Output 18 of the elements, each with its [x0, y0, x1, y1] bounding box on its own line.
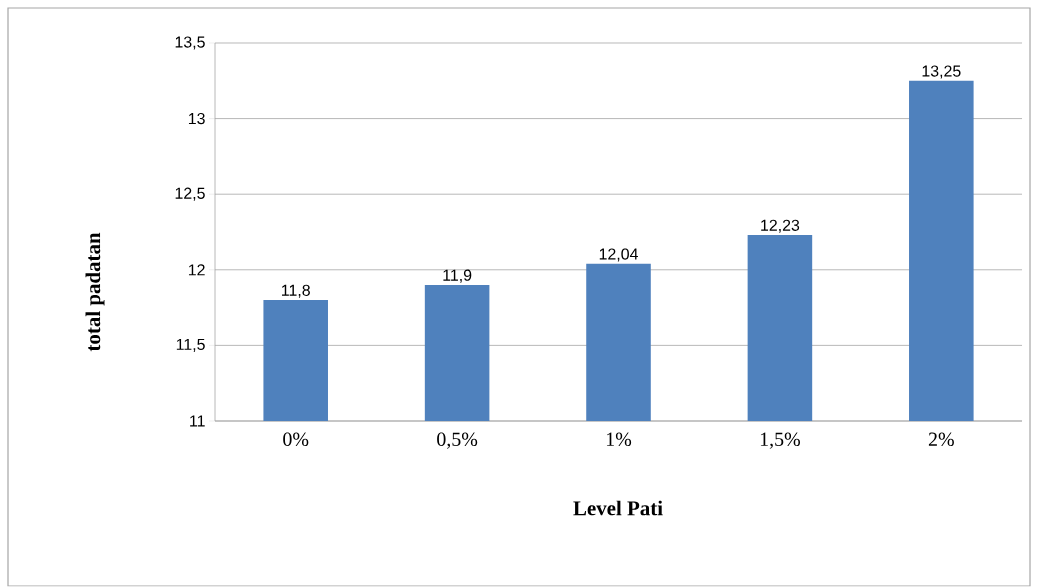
- y-tick-label: 13: [188, 113, 205, 125]
- y-tick-label: 12: [188, 264, 205, 276]
- y-axis-title: total padatan: [85, 232, 105, 352]
- x-tick-label: 1,5%: [760, 432, 800, 450]
- y-tick-label: 13,5: [175, 36, 205, 50]
- y-tick-label: 11: [190, 415, 205, 427]
- y-tick-label: 11,5: [176, 339, 205, 353]
- data-label: 11,9: [443, 269, 472, 283]
- x-tick-label: 0,5%: [437, 432, 478, 450]
- data-label: 12,23: [761, 219, 800, 234]
- data-label: 12,04: [599, 248, 638, 262]
- x-tick-label: 1%: [606, 432, 632, 447]
- y-tick-label: 12,5: [175, 187, 205, 201]
- data-label: 13,25: [922, 65, 961, 79]
- x-axis-title: Level Pati: [573, 500, 663, 516]
- x-tick-label: 2%: [928, 432, 954, 447]
- data-label: 11,8: [282, 284, 310, 299]
- x-tick-label: 0%: [283, 432, 309, 447]
